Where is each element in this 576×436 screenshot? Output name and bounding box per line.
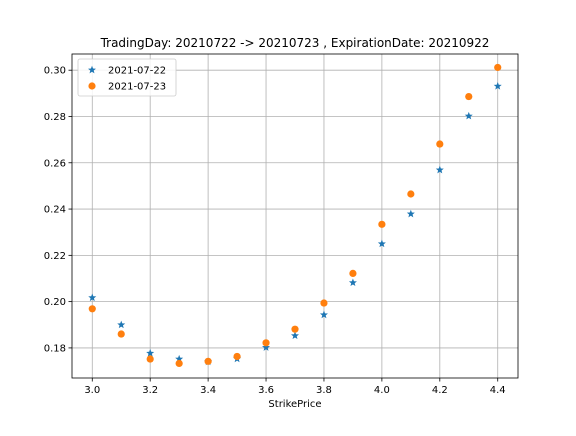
data-point xyxy=(378,220,386,228)
data-point xyxy=(407,190,415,198)
grid-layer xyxy=(72,54,518,378)
x-tick-label: 4.0 xyxy=(374,385,390,396)
legend-marker xyxy=(88,82,96,90)
y-tick-label: 0.18 xyxy=(44,343,66,354)
x-tick-label: 4.4 xyxy=(490,385,506,396)
legend-label: 2021-07-23 xyxy=(108,82,166,93)
data-point xyxy=(204,357,212,365)
x-tick-label: 3.0 xyxy=(84,385,100,396)
data-point xyxy=(493,81,502,90)
data-point xyxy=(117,330,125,338)
x-axis-label: StrikePrice xyxy=(268,399,321,410)
chart-title: TradingDay: 20210722 -> 20210723 , Expir… xyxy=(100,36,490,50)
data-point xyxy=(319,310,328,319)
data-point xyxy=(320,299,328,307)
data-point xyxy=(146,349,155,357)
data-point xyxy=(464,111,473,120)
data-point xyxy=(435,165,444,174)
x-tick-label: 3.4 xyxy=(200,385,216,396)
y-tick-label: 0.30 xyxy=(44,66,66,77)
data-point xyxy=(377,239,386,248)
data-point xyxy=(233,352,241,361)
data-point xyxy=(88,305,96,313)
data-point xyxy=(349,269,357,277)
x-tick-label: 4.2 xyxy=(432,385,448,396)
y-tick-label: 0.20 xyxy=(44,297,66,308)
data-point xyxy=(291,331,299,340)
data-point xyxy=(88,293,97,302)
data-point xyxy=(465,92,473,101)
data-point xyxy=(175,359,183,368)
data-point xyxy=(262,343,271,351)
legend-box xyxy=(77,58,177,97)
data-point xyxy=(262,339,270,347)
legend: 2021-07-22 2021-07-23 xyxy=(77,58,177,97)
data-point xyxy=(117,320,126,329)
axes-layer: 3.0 3.2 3.4 3.6 3.8 4.0 4.2 4.4 0.18 0.20 0.22 0.24… xyxy=(44,53,519,396)
y-tick-label: 0.22 xyxy=(44,251,66,262)
series-2 xyxy=(88,63,502,368)
y-tick-label: 0.24 xyxy=(44,205,66,216)
data-point xyxy=(406,209,415,218)
data-point xyxy=(146,355,154,363)
legend-marker xyxy=(88,65,96,74)
legend-label: 2021-07-22 xyxy=(108,66,166,77)
data-point xyxy=(175,354,184,363)
data-point xyxy=(291,325,299,333)
data-point xyxy=(348,278,357,287)
data-point xyxy=(494,63,502,72)
plot-frame xyxy=(71,53,519,379)
y-tick-label: 0.28 xyxy=(44,112,66,123)
x-tick-label: 3.6 xyxy=(258,385,274,396)
x-tick-label: 3.2 xyxy=(142,385,158,396)
x-tick-label: 3.8 xyxy=(316,385,332,396)
marks-layer xyxy=(88,63,502,368)
y-tick-label: 0.26 xyxy=(44,158,66,169)
data-point xyxy=(436,140,444,148)
